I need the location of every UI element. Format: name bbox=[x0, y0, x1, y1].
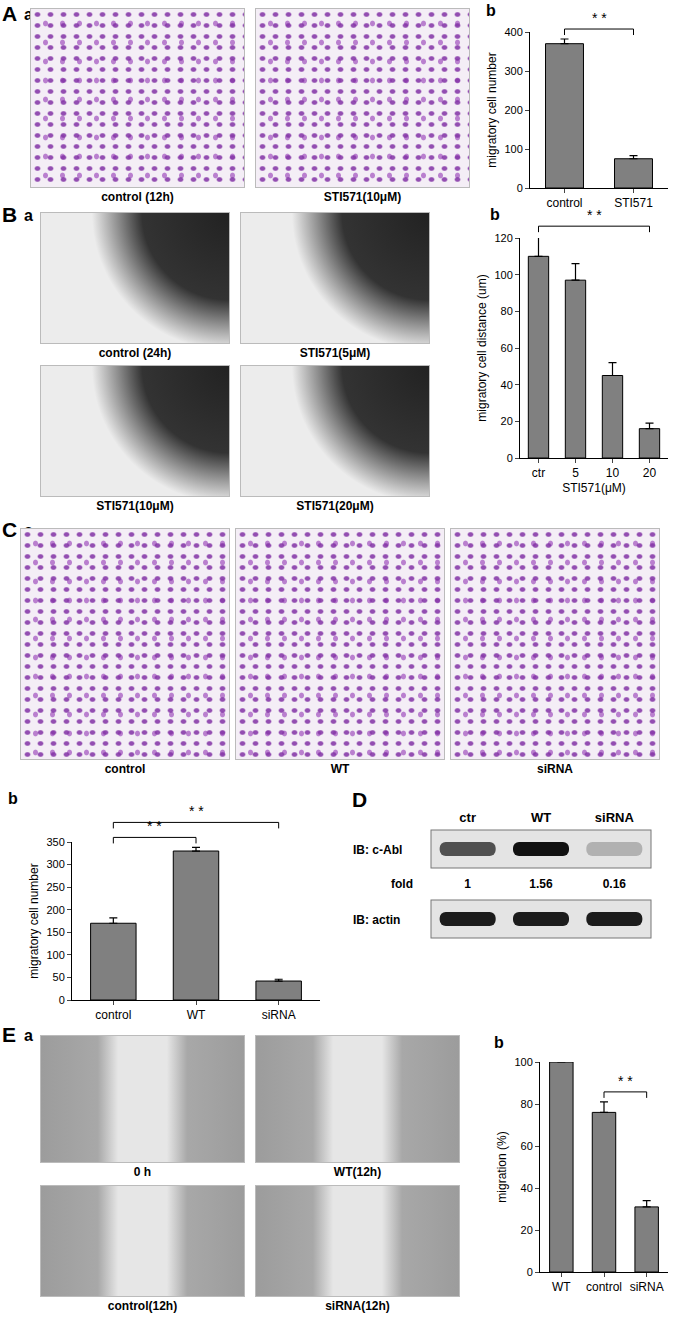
html-text:B a: B a bbox=[2, 203, 33, 226]
html-text:control(12h): control(12h) bbox=[107, 1299, 178, 1313]
html-text:control: control bbox=[104, 762, 146, 776]
html-text:siRNA: siRNA bbox=[537, 762, 573, 776]
html-text:C a: C a bbox=[2, 518, 33, 541]
svg-text:200: 200 bbox=[46, 904, 64, 916]
svg-text:WT: WT bbox=[552, 1280, 571, 1294]
svg-text:100: 100 bbox=[46, 949, 64, 961]
svg-text:0: 0 bbox=[507, 452, 513, 464]
svg-text:40: 40 bbox=[501, 379, 513, 391]
html-text:control (12h): control (12h) bbox=[101, 190, 174, 204]
html-text:WT(12h): WT(12h) bbox=[333, 1165, 382, 1179]
svg-text:* *: * * bbox=[587, 207, 602, 223]
svg-text:STI571: STI571 bbox=[614, 196, 653, 210]
svg-text:100: 100 bbox=[514, 1056, 532, 1068]
html-text:STI571(20μM): STI571(20μM) bbox=[296, 499, 374, 513]
svg-text:IB: c-Abl: IB: c-Abl bbox=[353, 843, 402, 857]
svg-text:ctr: ctr bbox=[459, 810, 476, 825]
svg-text:WT: WT bbox=[531, 810, 551, 825]
svg-text:300: 300 bbox=[46, 858, 64, 870]
svg-text:10: 10 bbox=[606, 466, 620, 480]
svg-text:60: 60 bbox=[521, 1140, 533, 1152]
svg-text:20: 20 bbox=[521, 1224, 533, 1236]
html-text:D: D bbox=[352, 788, 368, 811]
html-text:b: b bbox=[486, 2, 496, 19]
svg-text:100: 100 bbox=[494, 269, 512, 281]
html-text:b: b bbox=[494, 1034, 504, 1051]
svg-text:60: 60 bbox=[501, 342, 513, 354]
html-text:STI571(10μM): STI571(10μM) bbox=[96, 499, 174, 513]
svg-text:20: 20 bbox=[643, 466, 657, 480]
html-text:b: b bbox=[490, 206, 500, 223]
html-text:control (24h): control (24h) bbox=[98, 346, 172, 360]
svg-text:WT: WT bbox=[187, 1008, 206, 1022]
svg-text:400: 400 bbox=[504, 26, 522, 38]
svg-text:siRNA: siRNA bbox=[630, 1280, 664, 1294]
svg-text:0: 0 bbox=[517, 182, 523, 194]
svg-text:0.16: 0.16 bbox=[603, 877, 627, 891]
svg-text:50: 50 bbox=[53, 971, 65, 983]
svg-text:120: 120 bbox=[494, 232, 512, 244]
svg-text:* *: * * bbox=[592, 10, 607, 26]
svg-text:migratory cell number: migratory cell number bbox=[485, 52, 499, 167]
html-text:E: E bbox=[2, 1023, 16, 1046]
svg-text:control: control bbox=[586, 1280, 622, 1294]
html-text:STI571(5μM): STI571(5μM) bbox=[299, 346, 371, 360]
svg-text:ctr: ctr bbox=[532, 466, 545, 480]
svg-text:migratory cell number: migratory cell number bbox=[27, 863, 41, 978]
svg-text:300: 300 bbox=[504, 65, 522, 77]
html-text:STI571(10μM): STI571(10μM) bbox=[323, 190, 402, 204]
svg-text:100: 100 bbox=[504, 143, 522, 155]
html-text:0 h: 0 h bbox=[133, 1165, 152, 1179]
svg-text:80: 80 bbox=[501, 305, 513, 317]
html-text:b: b bbox=[8, 790, 18, 807]
html-text:a: a bbox=[24, 1027, 33, 1044]
svg-text:* *: * * bbox=[189, 803, 204, 819]
html-text:WT: WT bbox=[330, 762, 350, 776]
svg-text:0: 0 bbox=[527, 1266, 533, 1278]
svg-text:migration (%): migration (%) bbox=[495, 1131, 509, 1202]
svg-text:siRNA: siRNA bbox=[595, 810, 635, 825]
svg-text:20: 20 bbox=[501, 415, 513, 427]
svg-text:80: 80 bbox=[521, 1098, 533, 1110]
svg-text:250: 250 bbox=[46, 881, 64, 893]
svg-text:fold: fold bbox=[391, 877, 413, 891]
svg-text:5: 5 bbox=[572, 466, 579, 480]
svg-text:0: 0 bbox=[59, 994, 65, 1006]
svg-text:1: 1 bbox=[464, 877, 471, 891]
svg-text:1.56: 1.56 bbox=[529, 877, 553, 891]
svg-text:40: 40 bbox=[521, 1182, 533, 1194]
svg-text:IB: actin: IB: actin bbox=[353, 913, 400, 927]
svg-text:control: control bbox=[95, 1008, 131, 1022]
svg-text:control: control bbox=[546, 196, 582, 210]
svg-text:200: 200 bbox=[504, 104, 522, 116]
svg-text:* *: * * bbox=[147, 818, 162, 834]
svg-text:350: 350 bbox=[46, 836, 64, 848]
svg-text:siRNA: siRNA bbox=[262, 1008, 296, 1022]
svg-text:STI571(μM): STI571(μM) bbox=[562, 481, 626, 495]
html-text:A a: A a bbox=[2, 2, 33, 25]
html-text:siRNA(12h): siRNA(12h) bbox=[325, 1299, 390, 1313]
svg-text:150: 150 bbox=[46, 926, 64, 938]
svg-text:migratory cell distance (um): migratory cell distance (um) bbox=[475, 274, 489, 421]
svg-text:* *: * * bbox=[618, 1073, 633, 1089]
